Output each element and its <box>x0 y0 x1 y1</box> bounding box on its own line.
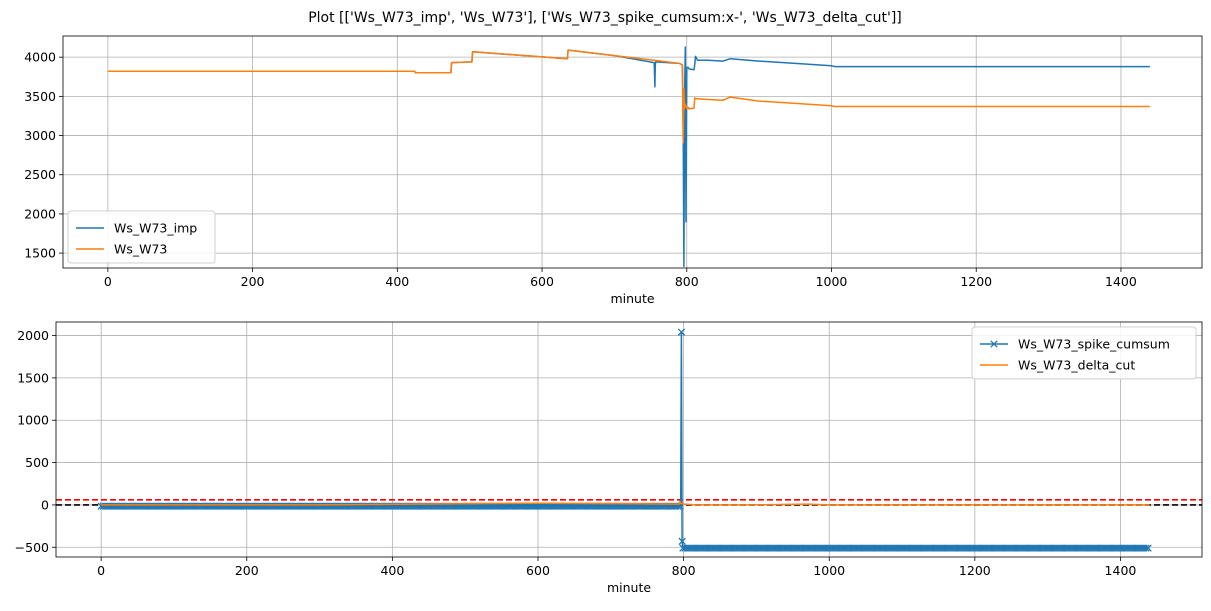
y-tick-label: 2000 <box>17 328 49 343</box>
y-tick-label: 3000 <box>24 128 56 143</box>
data-point-marker <box>1144 544 1152 552</box>
legend-label: Ws_W73_delta_cut <box>1018 358 1135 373</box>
x-tick-label: 1200 <box>959 563 991 578</box>
x-tick-label: 1000 <box>816 274 848 289</box>
x-tick-label: 1200 <box>960 274 992 289</box>
y-tick-label: 1000 <box>17 413 49 428</box>
x-tick-label: 0 <box>104 274 112 289</box>
legend-box <box>67 210 216 264</box>
y-tick-label: 1500 <box>24 246 56 261</box>
legend: Ws_W73_imp Ws_W73 <box>67 210 216 264</box>
data-point-marker <box>678 537 686 545</box>
y-tick-label: 1500 <box>17 370 49 385</box>
y-tick-label: −500 <box>15 540 49 555</box>
y-tick-label: 500 <box>25 455 49 470</box>
y-tick-label: 3500 <box>24 89 56 104</box>
x-axis-label: minute <box>607 580 651 595</box>
x-tick-label: 200 <box>235 563 259 578</box>
series-markers-Ws_W73_spike_cumsum <box>97 328 1152 552</box>
x-tick-label: 0 <box>97 563 105 578</box>
y-tick-label: 4000 <box>24 50 56 65</box>
x-tick-label: 600 <box>530 274 554 289</box>
x-tick-label: 200 <box>241 274 265 289</box>
top-subplot: 0 200 400 600 800 1000 1200 1400 1500 2000 2500 300… <box>24 35 1203 306</box>
series-line-Ws_W73 <box>107 49 1150 144</box>
series-line-Ws_W73_delta_cut <box>101 500 1150 506</box>
series-line-Ws_W73_imp <box>107 46 1150 268</box>
axes-frame <box>62 35 1203 269</box>
legend-box <box>971 326 1197 380</box>
x-axis-label: minute <box>610 291 654 306</box>
bottom-subplot: 0 200 400 600 800 1000 1200 1400 −500 0 500 1000 150… <box>15 321 1203 595</box>
axes-frame <box>55 321 1203 558</box>
x-tick-label: 800 <box>672 563 696 578</box>
x-tick-label: 800 <box>675 274 699 289</box>
data-point-marker <box>1142 544 1150 552</box>
legend-label: Ws_W73_spike_cumsum <box>1018 337 1170 352</box>
legend-label: Ws_W73_imp <box>114 221 197 236</box>
x-tick-label: 400 <box>380 563 404 578</box>
legend-label: Ws_W73 <box>114 242 167 257</box>
figure-title: Plot [['Ws_W73_imp', 'Ws_W73'], ['Ws_W73… <box>308 10 902 26</box>
y-tick-label: 0 <box>41 497 49 512</box>
legend: Ws_W73_spike_cumsum Ws_W73_delta_cut <box>971 326 1197 380</box>
x-tick-label: 600 <box>526 563 550 578</box>
x-tick-label: 1000 <box>813 563 845 578</box>
data-point-marker <box>677 328 686 336</box>
x-tick-label: 400 <box>385 274 409 289</box>
y-tick-label: 2500 <box>24 167 56 182</box>
legend-marker <box>990 340 998 348</box>
y-tick-label: 2000 <box>24 206 56 221</box>
x-tick-label: 1400 <box>1105 563 1137 578</box>
x-tick-label: 1400 <box>1105 274 1137 289</box>
